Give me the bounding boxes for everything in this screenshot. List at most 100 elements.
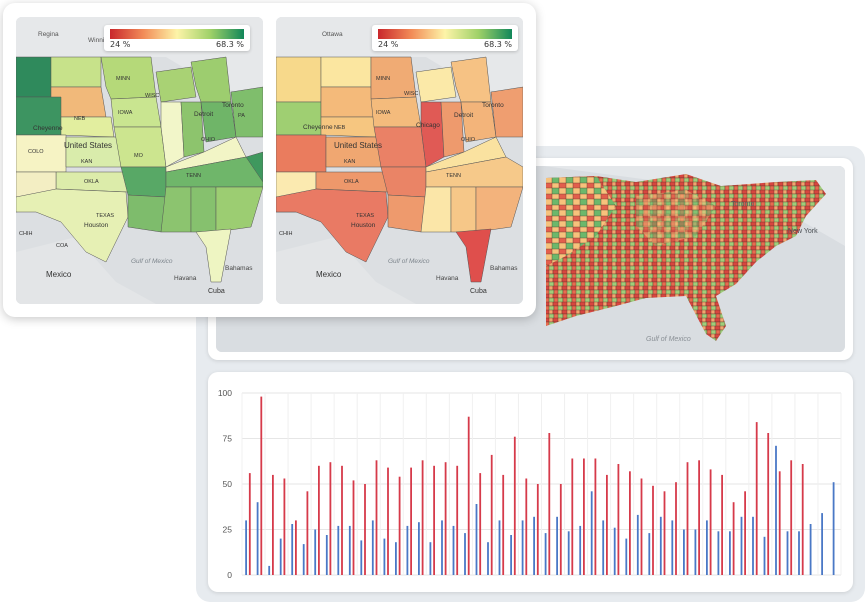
bar-blue[interactable] bbox=[452, 525, 455, 575]
bar-red[interactable] bbox=[398, 476, 401, 575]
bar-blue[interactable] bbox=[706, 520, 708, 575]
bar-blue[interactable] bbox=[798, 531, 800, 575]
bar-red[interactable] bbox=[594, 458, 597, 576]
bar-blue[interactable] bbox=[268, 565, 271, 575]
bar-blue[interactable] bbox=[256, 502, 259, 575]
bar-blue[interactable] bbox=[510, 535, 512, 575]
bar-blue[interactable] bbox=[832, 482, 835, 575]
bar-red[interactable] bbox=[536, 484, 539, 575]
bar-blue[interactable] bbox=[717, 531, 720, 575]
bar-red[interactable] bbox=[410, 467, 412, 575]
bar-blue[interactable] bbox=[775, 445, 777, 575]
bar-blue[interactable] bbox=[533, 516, 535, 575]
bar-blue[interactable] bbox=[360, 540, 363, 575]
bar-blue[interactable] bbox=[752, 516, 754, 575]
bar-blue[interactable] bbox=[625, 538, 628, 575]
bar-blue[interactable] bbox=[348, 525, 351, 575]
bar-red[interactable] bbox=[629, 471, 631, 575]
bar-blue[interactable] bbox=[809, 524, 812, 575]
bar-red[interactable] bbox=[318, 465, 320, 575]
bar-blue[interactable] bbox=[464, 533, 466, 575]
bar-red[interactable] bbox=[490, 454, 493, 575]
bar-red[interactable] bbox=[479, 473, 482, 575]
bar-red[interactable] bbox=[709, 469, 712, 575]
bar-blue[interactable] bbox=[429, 542, 432, 575]
bar-blue[interactable] bbox=[602, 520, 605, 575]
bar-red[interactable] bbox=[617, 464, 620, 575]
bar-blue[interactable] bbox=[821, 513, 823, 575]
bar-blue[interactable] bbox=[441, 520, 443, 575]
bar-blue[interactable] bbox=[567, 531, 570, 575]
bar-red[interactable] bbox=[732, 502, 735, 575]
bar-blue[interactable] bbox=[786, 531, 789, 575]
bar-blue[interactable] bbox=[579, 525, 582, 575]
bar-red[interactable] bbox=[606, 474, 608, 575]
bar-blue[interactable] bbox=[671, 520, 674, 575]
bar-red[interactable] bbox=[571, 458, 574, 576]
bar-blue[interactable] bbox=[383, 538, 386, 575]
bar-red[interactable] bbox=[295, 520, 297, 575]
bar-red[interactable] bbox=[421, 460, 424, 575]
bar-blue[interactable] bbox=[406, 525, 409, 575]
bar-blue[interactable] bbox=[521, 520, 524, 575]
bar-red[interactable] bbox=[767, 433, 770, 575]
bar-red[interactable] bbox=[698, 460, 700, 575]
bar-red[interactable] bbox=[755, 422, 758, 575]
bar-blue[interactable] bbox=[487, 542, 489, 575]
bar-red[interactable] bbox=[341, 465, 343, 575]
bar-blue[interactable] bbox=[740, 516, 743, 575]
bar-blue[interactable] bbox=[279, 538, 282, 575]
bar-red[interactable] bbox=[248, 473, 251, 575]
bar-red[interactable] bbox=[306, 491, 309, 575]
bar-blue[interactable] bbox=[498, 520, 501, 575]
bar-blue[interactable] bbox=[636, 514, 639, 575]
bar-red[interactable] bbox=[686, 462, 689, 575]
bar-red[interactable] bbox=[433, 465, 435, 575]
bar-blue[interactable] bbox=[556, 516, 558, 575]
bar-red[interactable] bbox=[375, 460, 378, 575]
bar-red[interactable] bbox=[260, 396, 263, 575]
bar-red[interactable] bbox=[329, 462, 332, 575]
bar-red[interactable] bbox=[456, 465, 459, 575]
bar-red[interactable] bbox=[801, 464, 804, 575]
bar-red[interactable] bbox=[721, 474, 723, 575]
bar-red[interactable] bbox=[663, 491, 666, 575]
bar-red[interactable] bbox=[283, 478, 286, 576]
bar-blue[interactable] bbox=[590, 491, 593, 575]
bar-chart[interactable]: 0 25 50 75 100 bbox=[208, 372, 853, 592]
bar-blue[interactable] bbox=[302, 544, 305, 575]
state-map-right[interactable]: Ottawa Toronto Detroit Chicago Cheyenne … bbox=[276, 17, 523, 304]
bar-red[interactable] bbox=[387, 467, 389, 575]
bar-red[interactable] bbox=[352, 480, 355, 575]
bar-red[interactable] bbox=[559, 484, 562, 575]
bar-blue[interactable] bbox=[613, 527, 616, 575]
bar-red[interactable] bbox=[583, 458, 585, 576]
bar-blue[interactable] bbox=[418, 522, 420, 575]
bar-red[interactable] bbox=[513, 436, 516, 575]
bar-blue[interactable] bbox=[325, 535, 328, 575]
bar-red[interactable] bbox=[467, 416, 470, 575]
bar-blue[interactable] bbox=[475, 504, 478, 575]
bar-blue[interactable] bbox=[291, 524, 294, 575]
bar-blue[interactable] bbox=[763, 536, 766, 575]
bar-red[interactable] bbox=[790, 460, 793, 575]
bar-red[interactable] bbox=[640, 478, 643, 576]
bar-blue[interactable] bbox=[395, 542, 397, 575]
bar-red[interactable] bbox=[364, 484, 366, 575]
bar-blue[interactable] bbox=[729, 531, 731, 575]
bar-red[interactable] bbox=[502, 474, 505, 575]
bar-blue[interactable] bbox=[659, 516, 662, 575]
bar-red[interactable] bbox=[778, 471, 781, 575]
bar-red[interactable] bbox=[548, 433, 551, 575]
state-map-left[interactable]: Regina Winnipeg Toronto Detroit United S… bbox=[16, 17, 263, 304]
bar-red[interactable] bbox=[675, 482, 677, 575]
bar-blue[interactable] bbox=[371, 520, 374, 575]
bar-blue[interactable] bbox=[314, 529, 317, 576]
bar-blue[interactable] bbox=[694, 529, 697, 576]
bar-red[interactable] bbox=[744, 491, 746, 575]
bar-blue[interactable] bbox=[245, 520, 247, 575]
bar-blue[interactable] bbox=[337, 525, 340, 575]
bar-blue[interactable] bbox=[648, 533, 651, 575]
bar-red[interactable] bbox=[525, 478, 528, 576]
bar-red[interactable] bbox=[652, 485, 654, 575]
